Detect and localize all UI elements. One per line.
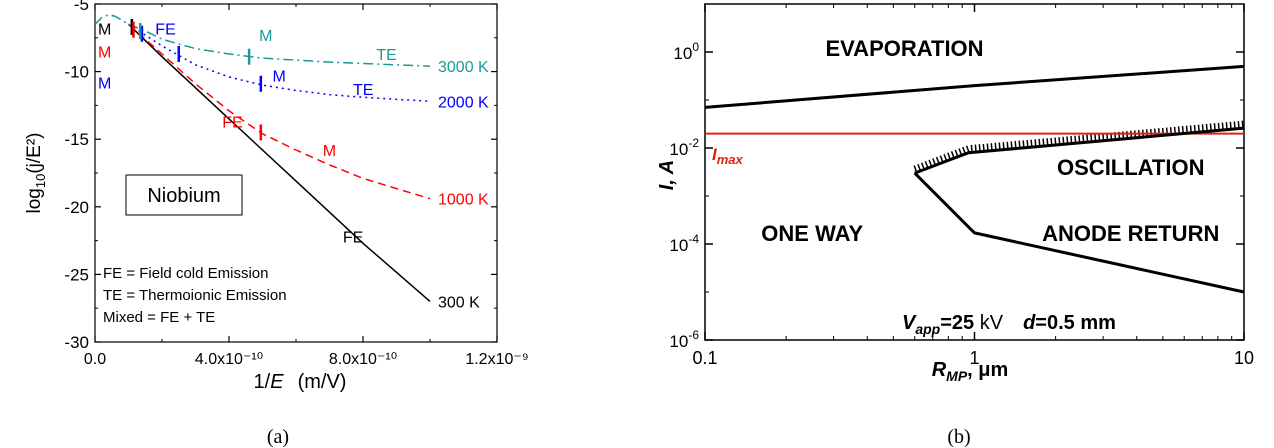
note-te: TE = Thermoionic Emission: [103, 287, 287, 304]
y-tick-label: -25: [64, 265, 89, 284]
annotation-label: FE: [343, 230, 363, 247]
params-label: Vapp=25 kV d=0.5 mm: [902, 312, 1116, 337]
panel-a-xlabel: 1/E (m/V): [254, 371, 347, 393]
series-line: [129, 24, 431, 301]
annotation-label: TE: [353, 82, 373, 99]
region-label: ANODE RETURN: [1042, 221, 1219, 246]
annotation-label: FE: [222, 115, 242, 132]
x-tick-label: 8.0x10⁻¹⁰: [329, 351, 397, 368]
panel-a-ylabel: log10(j/E²): [24, 133, 48, 214]
annotation-label: M: [98, 44, 111, 61]
panel-a-series-labels: 300 K 1000 K 2000 K 3000 K: [438, 59, 489, 311]
x-tick-label: 10: [1234, 348, 1254, 368]
x-tick-label: 1.2x10⁻⁹: [465, 351, 528, 368]
panel-a-caption: (a): [267, 426, 289, 448]
annotation-label: M: [323, 143, 336, 160]
panel-b-caption: (b): [947, 426, 970, 448]
x-tick-label: 0.0: [84, 351, 106, 368]
y-tick-label: -5: [74, 0, 89, 14]
y-tick-label: -20: [64, 198, 89, 217]
y-tick-label: 10-4: [669, 232, 699, 255]
y-tick-label: -15: [64, 130, 89, 149]
note-fe: FE = Field cold Emission: [103, 265, 268, 282]
region-label: EVAPORATION: [825, 36, 983, 61]
region-label: ONE WAY: [761, 221, 863, 246]
series-label: 1000 K: [438, 192, 489, 209]
x-tick-label: 0.1: [692, 348, 717, 368]
series-label: 2000 K: [438, 94, 489, 111]
annotation-label: M: [98, 21, 111, 38]
note-mixed: Mixed = FE + TE: [103, 309, 215, 326]
y-tick-label: 100: [673, 40, 699, 63]
annotation-label: TE: [376, 47, 396, 64]
y-tick-label: -30: [64, 333, 89, 352]
y-tick-label: 10-2: [669, 136, 699, 159]
annotation-label: FE: [155, 21, 175, 38]
annotation-label: M: [273, 69, 286, 86]
annotation-label: M: [259, 28, 272, 45]
panel-a: -5 -10 -15 -20 -25 -300.0 4.0x10⁻¹⁰ 8.0x10⁻¹⁰ 1.…: [24, 0, 529, 448]
series-label: 300 K: [438, 294, 480, 311]
boundary-line: [705, 66, 1244, 107]
y-tick-label: -10: [64, 63, 89, 82]
x-tick-label: 4.0x10⁻¹⁰: [195, 351, 263, 368]
imax-label: Imax: [712, 145, 744, 167]
niobium-label: Niobium: [147, 185, 220, 207]
region-label: OSCILLATION: [1057, 155, 1204, 180]
annotation-label: M: [98, 75, 111, 92]
panel-b-region-labels: EVAPORATION OSCILLATION ONE WAY ANODE RETUR…: [761, 36, 1219, 246]
panel-b-ylabel: I, A: [656, 160, 678, 190]
panel-b-xlabel: RMP, μm: [932, 359, 1009, 384]
series-label: 3000 K: [438, 59, 489, 76]
